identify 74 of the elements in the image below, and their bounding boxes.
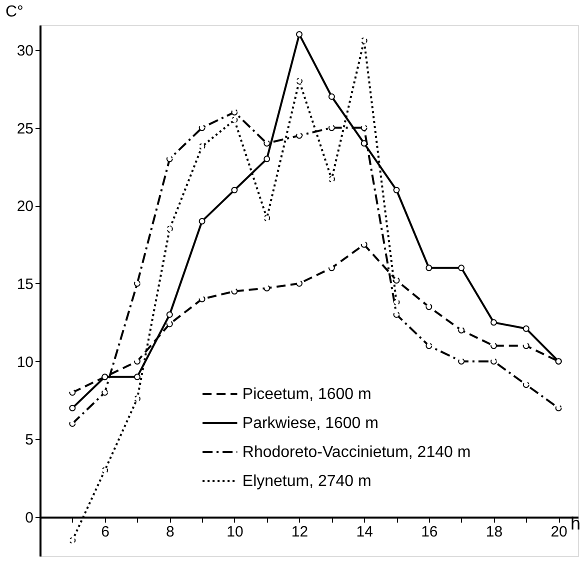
point: [166, 311, 173, 318]
point: [134, 280, 140, 287]
y-tick-label: 5: [25, 432, 34, 449]
x-tick-label: 6: [101, 524, 110, 541]
point: [166, 156, 173, 162]
point: [134, 358, 140, 365]
y-tick-label: 15: [16, 276, 34, 293]
point: [134, 395, 140, 402]
y-tick-label: 25: [16, 120, 34, 138]
point: [522, 325, 530, 332]
point: [69, 389, 76, 396]
y-tick-label: 0: [25, 510, 34, 527]
legend-label: Parkwiese, 1600 m: [242, 414, 378, 432]
point: [231, 116, 238, 124]
x-tick-label: 18: [486, 524, 503, 541]
x-tick-label: 16: [421, 524, 438, 541]
point: [69, 420, 76, 427]
point: [134, 374, 140, 380]
point: [490, 319, 497, 326]
x-tick-label: 10: [226, 524, 244, 541]
point: [264, 284, 270, 292]
y-axis-title: C°: [6, 4, 24, 20]
legend-label: Elynetum, 2740 m: [242, 472, 372, 490]
y-tick-label: 30: [16, 42, 34, 60]
point: [231, 186, 238, 194]
point: [555, 404, 562, 412]
x-tick-label: 20: [550, 524, 568, 541]
point: [328, 124, 335, 132]
point: [69, 537, 76, 544]
x-tick-label: 12: [291, 524, 308, 541]
point: [328, 176, 335, 182]
point: [490, 342, 497, 350]
point: [490, 358, 497, 365]
point: [426, 342, 432, 350]
point: [296, 78, 303, 84]
point: [393, 277, 400, 284]
point: [296, 280, 303, 287]
point: [393, 311, 400, 318]
point: [198, 143, 206, 150]
point: [458, 358, 465, 365]
point: [264, 140, 270, 147]
point: [102, 389, 108, 396]
point: [231, 108, 238, 116]
point: [166, 226, 173, 232]
point: [69, 404, 76, 412]
point: [360, 241, 368, 248]
point: [522, 381, 530, 388]
point: [198, 124, 206, 132]
point: [360, 37, 368, 44]
point: [393, 186, 400, 194]
point: [328, 93, 335, 100]
point: [426, 304, 432, 310]
legend-label: Piceetum, 1600 m: [242, 386, 372, 403]
point: [360, 140, 368, 147]
point: [328, 264, 335, 272]
point: [426, 264, 432, 272]
point: [522, 342, 530, 350]
point: [296, 132, 303, 139]
point: [458, 264, 465, 272]
point: [264, 156, 270, 162]
point: [198, 218, 206, 224]
x-tick-label: 14: [356, 524, 373, 541]
point: [264, 214, 270, 222]
point: [102, 467, 108, 474]
point: [296, 31, 303, 38]
x-tick-label: 8: [166, 524, 174, 541]
point: [198, 296, 206, 302]
y-tick-label: 10: [16, 354, 34, 371]
point: [231, 288, 238, 295]
legend-label: Rhodoreto-Vaccinietum, 2140 m: [242, 444, 471, 461]
point: [458, 326, 465, 334]
point: [393, 298, 400, 306]
point: [166, 320, 173, 328]
y-tick-label: 20: [16, 198, 34, 216]
